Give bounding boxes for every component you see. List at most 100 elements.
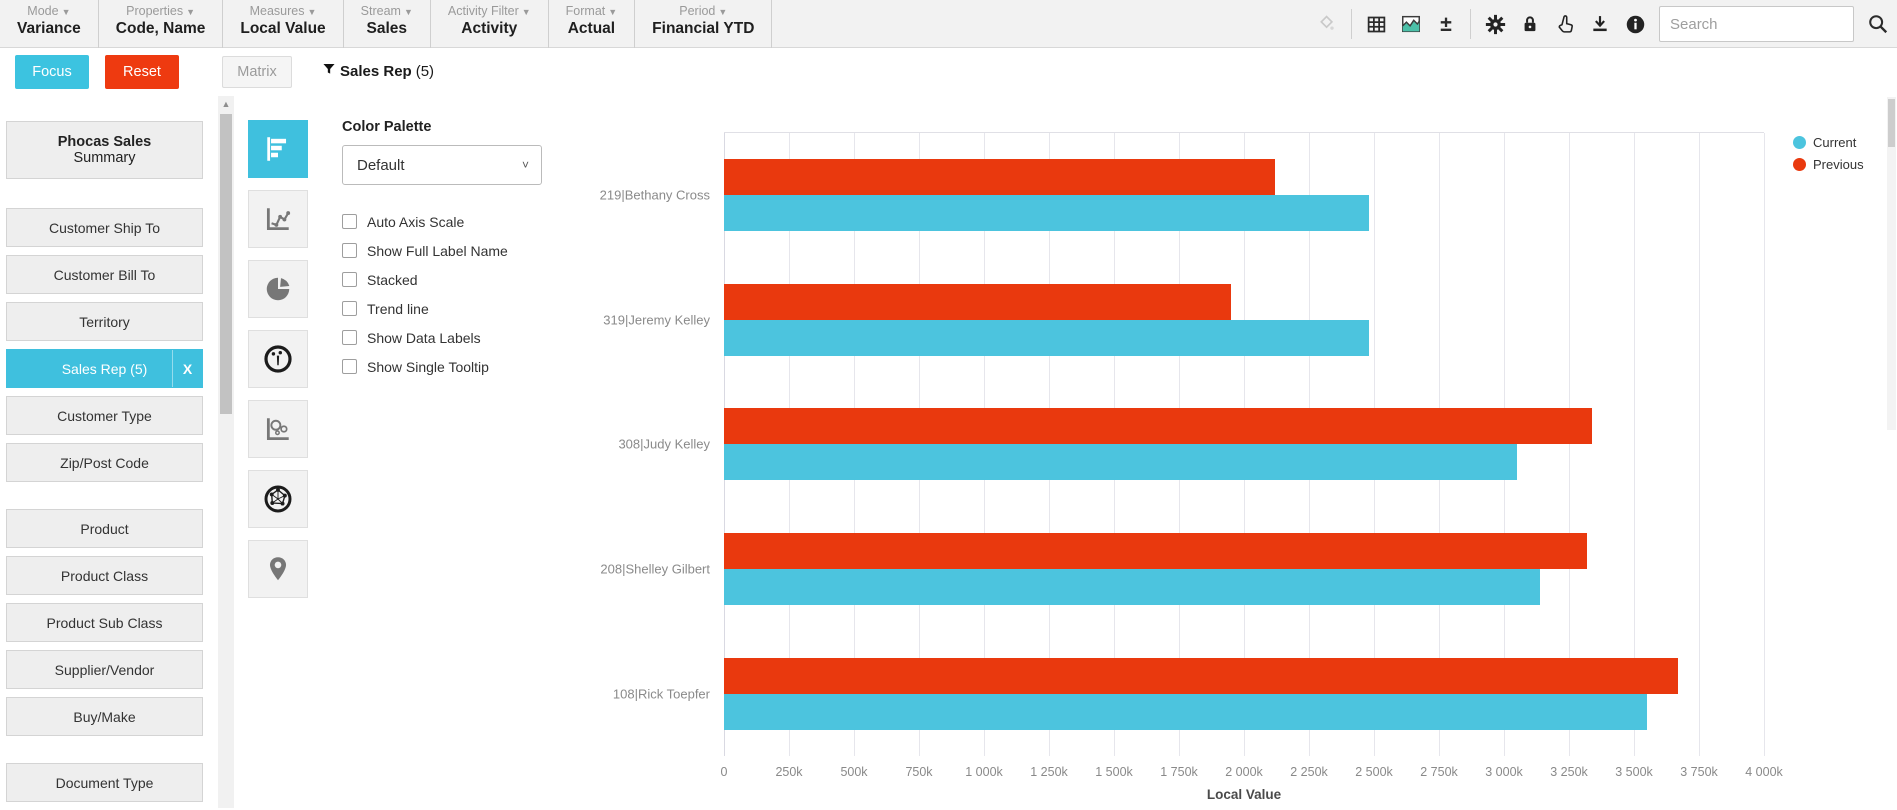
menu-value: Code, Name — [115, 20, 206, 37]
radar-chart-icon[interactable] — [248, 470, 308, 528]
previous-bar[interactable] — [724, 533, 1588, 570]
caret-down-icon: ▼ — [608, 7, 618, 17]
category-label: 308|Judy Kelley — [618, 436, 710, 452]
gridline — [1764, 133, 1765, 756]
pie-chart-icon[interactable] — [248, 260, 308, 318]
sidebar-item-customer-type[interactable]: Customer Type — [6, 396, 203, 435]
sidebar-item-label: Customer Ship To — [48, 219, 160, 236]
x-axis-tick-label: 3 250k — [1550, 765, 1588, 779]
bar-group: 219|Bethany Cross — [600, 133, 1764, 258]
pointer-icon[interactable] — [1554, 13, 1576, 35]
search-input[interactable] — [1659, 6, 1854, 42]
legend-label: Previous — [1813, 156, 1864, 172]
info-icon[interactable] — [1624, 13, 1646, 35]
bar-pair — [724, 283, 1764, 356]
x-axis-tick-label: 250k — [775, 765, 803, 779]
map-icon[interactable] — [248, 540, 308, 598]
menu-label: Stream ▼ — [360, 4, 413, 18]
chart-legend: Current Previous — [1793, 131, 1864, 175]
toolbar-right: ± — [1316, 0, 1889, 48]
sidebar-item-buy-make[interactable]: Buy/Make — [6, 697, 203, 736]
active-filter-chip[interactable]: Sales Rep (5) — [322, 62, 434, 81]
current-bar[interactable] — [724, 569, 1541, 606]
expand-collapse-icon[interactable]: ± — [1440, 12, 1452, 36]
sidebar-item-label: Product Sub Class — [46, 614, 163, 631]
previous-bar[interactable] — [724, 408, 1593, 445]
sidebar-item-product-class[interactable]: Product Class — [6, 556, 203, 595]
menu-measures[interactable]: Measures ▼ Local Value — [223, 0, 344, 48]
bubble-chart-icon[interactable] — [248, 400, 308, 458]
sidebar-item-label: Zip/Post Code — [60, 454, 149, 471]
sidebar-item-territory[interactable]: Territory — [6, 302, 203, 341]
download-icon[interactable] — [1589, 13, 1611, 35]
database-title[interactable]: Phocas Sales Summary — [6, 121, 203, 179]
checkbox-icon[interactable] — [342, 243, 357, 258]
bar-chart-plot: 0 250k 500k 750k 1 000k 1 250k 1 500k 1 750k 2 0… — [600, 132, 1783, 802]
menu-activity-filter[interactable]: Activity Filter ▼ Activity — [431, 0, 549, 48]
checkbox-icon[interactable] — [342, 359, 357, 374]
x-axis-tick-label: 3 500k — [1615, 765, 1653, 779]
menu-period[interactable]: Period ▼ Financial YTD — [635, 0, 773, 48]
x-axis-tick-label: 3 000k — [1485, 765, 1523, 779]
caret-down-icon: ▼ — [186, 7, 196, 17]
bar-group: 319|Jeremy Kelley — [603, 258, 1764, 383]
scrollbar-up-arrow[interactable]: ▲ — [221, 99, 231, 109]
horizontal-bar-chart-icon[interactable] — [248, 120, 308, 178]
checkbox-icon[interactable] — [342, 214, 357, 229]
options-scrollbar[interactable] — [1887, 97, 1896, 430]
sidebar-item-customer-bill-to[interactable]: Customer Bill To — [6, 255, 203, 294]
category-label: 108|Rick Toepfer — [612, 686, 710, 702]
current-bar[interactable] — [724, 319, 1369, 356]
lock-icon[interactable] — [1519, 13, 1541, 35]
sidebar-item-document-type[interactable]: Document Type — [6, 763, 203, 802]
search-icon[interactable] — [1867, 13, 1889, 35]
previous-bar[interactable] — [724, 657, 1679, 694]
checkbox-icon[interactable] — [342, 330, 357, 345]
previous-bar[interactable] — [724, 159, 1276, 196]
menu-format[interactable]: Format ▼ Actual — [549, 0, 636, 48]
sidebar-scrollbar[interactable]: ▲ — [218, 96, 234, 808]
legend-item-current[interactable]: Current — [1793, 131, 1864, 153]
options-scrollbar-thumb[interactable] — [1888, 99, 1895, 147]
color-palette-select[interactable]: Default ˅ — [342, 145, 542, 185]
color-palette-value: Default — [357, 156, 405, 174]
menu-stream[interactable]: Stream ▼ Sales — [344, 0, 431, 48]
reset-button[interactable]: Reset — [105, 55, 179, 89]
focus-button[interactable]: Focus — [15, 55, 89, 89]
current-bar[interactable] — [724, 444, 1517, 481]
checkbox-auto-axis-scale[interactable]: Auto Axis Scale — [342, 207, 552, 236]
sidebar-item-product-sub-class[interactable]: Product Sub Class — [6, 603, 203, 642]
gauge-chart-icon[interactable] — [248, 330, 308, 388]
sidebar-item-label: Document Type — [55, 774, 154, 791]
sidebar-item-zip-post-code[interactable]: Zip/Post Code — [6, 443, 203, 482]
checkbox-icon[interactable] — [342, 301, 357, 316]
sidebar-item-supplier-vendor[interactable]: Supplier/Vendor — [6, 650, 203, 689]
line-chart-icon[interactable] — [248, 190, 308, 248]
caret-down-icon: ▼ — [403, 7, 413, 17]
checkbox-show-data-labels[interactable]: Show Data Labels — [342, 323, 552, 352]
scrollbar-thumb[interactable] — [220, 114, 232, 414]
checkbox-trend-line[interactable]: Trend line — [342, 294, 552, 323]
menu-mode[interactable]: Mode ▼ Variance — [0, 0, 99, 48]
current-bar[interactable] — [724, 195, 1369, 232]
previous-bar[interactable] — [724, 283, 1231, 320]
sidebar-item-product[interactable]: Product — [6, 509, 203, 548]
chart-view-icon[interactable] — [1400, 13, 1422, 35]
menu-label: Period ▼ — [679, 4, 728, 18]
checkbox-show-full-label-name[interactable]: Show Full Label Name — [342, 236, 552, 265]
sidebar-item-customer-ship-to[interactable]: Customer Ship To — [6, 208, 203, 247]
table-view-icon[interactable] — [1365, 13, 1387, 35]
matrix-button[interactable]: Matrix — [222, 56, 292, 88]
current-bar[interactable] — [724, 693, 1647, 730]
x-axis-tick-label: 2 750k — [1420, 765, 1458, 779]
sidebar-item-sales-rep-5-[interactable]: Sales Rep (5) X — [6, 349, 203, 388]
checkbox-stacked[interactable]: Stacked — [342, 265, 552, 294]
checkbox-icon[interactable] — [342, 272, 357, 287]
remove-filter-button[interactable]: X — [172, 350, 202, 387]
menu-properties[interactable]: Properties ▼ Code, Name — [99, 0, 224, 48]
settings-gear-icon[interactable] — [1484, 13, 1506, 35]
legend-item-previous[interactable]: Previous — [1793, 153, 1864, 175]
format-painter-icon[interactable] — [1316, 13, 1338, 35]
checkbox-show-single-tooltip[interactable]: Show Single Tooltip — [342, 352, 552, 381]
gridline — [1569, 133, 1570, 756]
